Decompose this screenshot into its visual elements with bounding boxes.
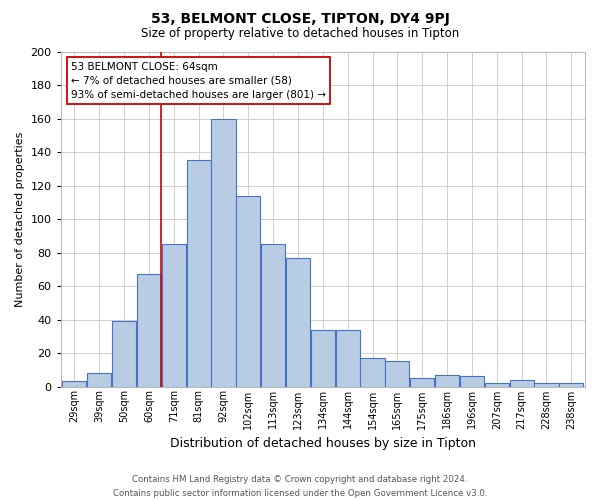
X-axis label: Distribution of detached houses by size in Tipton: Distribution of detached houses by size … bbox=[170, 437, 476, 450]
Bar bbox=[335, 330, 360, 386]
Bar bbox=[112, 321, 136, 386]
Bar bbox=[62, 382, 86, 386]
Bar bbox=[187, 160, 211, 386]
Bar bbox=[261, 244, 285, 386]
Bar bbox=[485, 383, 509, 386]
Bar bbox=[385, 362, 409, 386]
Text: Contains HM Land Registry data © Crown copyright and database right 2024.
Contai: Contains HM Land Registry data © Crown c… bbox=[113, 476, 487, 498]
Bar bbox=[509, 380, 533, 386]
Bar bbox=[87, 373, 111, 386]
Bar bbox=[211, 118, 236, 386]
Bar bbox=[137, 274, 161, 386]
Bar bbox=[162, 244, 186, 386]
Bar bbox=[435, 375, 459, 386]
Bar bbox=[236, 196, 260, 386]
Text: Size of property relative to detached houses in Tipton: Size of property relative to detached ho… bbox=[141, 28, 459, 40]
Bar bbox=[286, 258, 310, 386]
Bar bbox=[460, 376, 484, 386]
Bar bbox=[559, 383, 583, 386]
Bar bbox=[311, 330, 335, 386]
Bar bbox=[410, 378, 434, 386]
Text: 53 BELMONT CLOSE: 64sqm
← 7% of detached houses are smaller (58)
93% of semi-det: 53 BELMONT CLOSE: 64sqm ← 7% of detached… bbox=[71, 62, 326, 100]
Bar bbox=[361, 358, 385, 386]
Text: 53, BELMONT CLOSE, TIPTON, DY4 9PJ: 53, BELMONT CLOSE, TIPTON, DY4 9PJ bbox=[151, 12, 449, 26]
Y-axis label: Number of detached properties: Number of detached properties bbox=[15, 132, 25, 306]
Bar bbox=[535, 383, 559, 386]
